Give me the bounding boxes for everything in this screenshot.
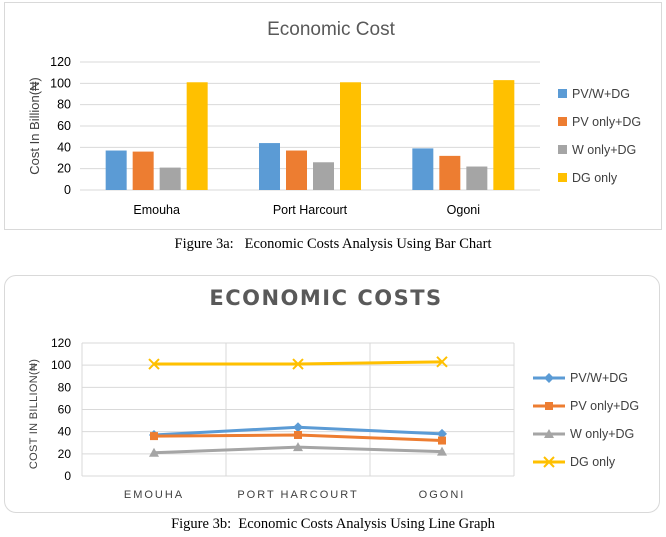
bar-y-tick-label: 20 [57,162,71,176]
legend-entry: PV/W+DG [570,371,628,385]
bar [286,150,307,190]
bar [466,166,488,190]
bar-chart-gridlines [80,61,540,191]
line-marker-x [292,358,304,370]
bar [439,155,461,190]
line-chart-y-ticks: 0 20 40 60 80 100 120 [51,336,71,483]
bar [186,82,208,190]
line-marker-diamond [544,373,554,383]
bar [132,151,154,190]
legend-entry: PV only+DG [570,399,639,413]
bar-chart-title: Economic Cost [267,19,395,40]
line-chart-panel [4,275,660,513]
legend-entry: W only+DG [570,427,634,441]
line-chart-y-axis-label: COST IN BILLION(₦) [28,359,40,469]
bar-y-tick-label: 40 [57,140,71,154]
figure-3a-caption: Figure 3a: Economic Costs Analysis Using… [174,236,492,252]
line-chart-legend: PV/W+DG PV only+DG W only+DG DG only [533,371,639,469]
legend-swatch [558,117,567,126]
bar [313,162,334,190]
bar [259,143,280,190]
bar [340,82,361,190]
bar-chart: Economic Cost 0 20 40 60 80 100 120 Emouha Port… [27,19,641,217]
bar-chart-panel [4,2,662,230]
legend-entry: W only+DG [572,143,636,157]
bar-chart-y-ticks: 0 20 40 60 80 100 120 [50,55,71,197]
line-y-tick-label: 120 [51,336,71,350]
bar [412,148,434,190]
line-marker-diamond [437,428,447,439]
bar-y-tick-label: 120 [50,55,71,69]
line-y-tick-label: 80 [58,380,72,394]
line-marker-diamond [293,422,303,433]
bar-chart-legend: PV/W+DG PV only+DG W only+DG DG only [558,87,641,185]
line-marker-triangle [544,429,554,438]
bar-chart-bars [105,80,515,190]
legend-swatch [558,145,567,154]
legend-entry: PV/W+DG [572,87,630,101]
line-y-tick-label: 0 [64,469,71,483]
bar-chart-x-ticks: Emouha Port Harcourt Ogoni [133,203,480,217]
bar-y-tick-label: 80 [57,98,71,112]
line-y-tick-label: 40 [58,425,72,439]
legend-swatch [558,89,567,98]
line-marker-square [150,432,158,441]
bar-y-tick-label: 60 [57,119,71,133]
line-marker-square [545,402,553,410]
line-y-tick-label: 60 [58,403,72,417]
line-marker-triangle [293,442,303,452]
bar [159,167,181,190]
bar [105,150,127,190]
bar-x-tick-label: Port Harcourt [273,203,348,217]
figure-3b-caption: Figure 3b: Economic Costs Analysis Using… [171,516,495,532]
line-marker-square [294,430,302,439]
line-x-tick-label: EMOUHA [124,489,184,501]
line-x-tick-label: OGONI [419,489,466,501]
line-marker-x [436,356,448,368]
line-chart: ECONOMIC COSTS 0 20 40 60 80 100 120 EMOUHA POR… [28,286,639,501]
line-marker-triangle [149,447,159,457]
line-y-tick-label: 100 [51,358,71,372]
bar [493,80,515,190]
line-x-tick-label: PORT HARCOURT [237,489,358,501]
line-y-tick-label: 20 [58,447,72,461]
line-chart-title: ECONOMIC COSTS [209,286,442,310]
line-marker-x [543,456,555,468]
line-marker-square [438,436,446,445]
line-marker-triangle [437,446,447,456]
legend-entry: PV only+DG [572,115,641,129]
legend-entry: DG only [572,171,618,185]
bar-y-tick-label: 100 [50,76,71,90]
line-marker-x [148,358,160,370]
line-chart-x-ticks: EMOUHA PORT HARCOURT OGONI [124,489,466,501]
bar-chart-y-axis-label: Cost In Billion(₦) [27,77,42,175]
line-chart-lines [148,356,448,457]
bar-x-tick-label: Emouha [133,203,180,217]
legend-entry: DG only [570,455,616,469]
legend-swatch [558,173,567,182]
bar-x-tick-label: Ogoni [447,203,480,217]
bar-y-tick-label: 0 [64,183,71,197]
